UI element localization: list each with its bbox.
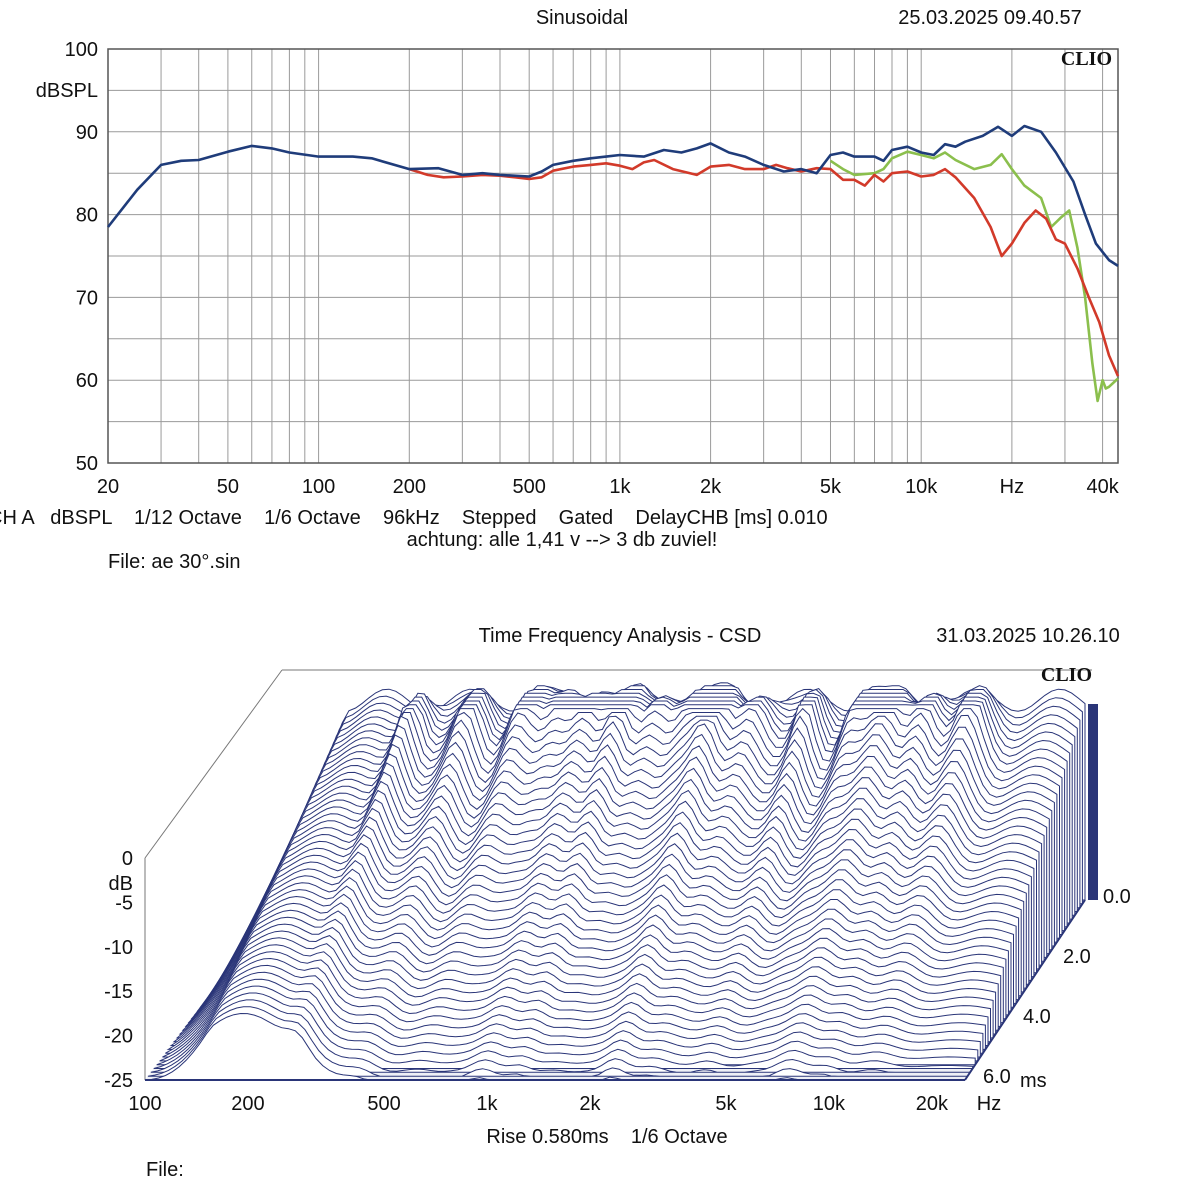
- series-line-green: [829, 150, 1119, 403]
- y-tick-label: 50: [76, 453, 98, 475]
- csd-waterfall-chart: Time Frequency Analysis - CSD 31.03.2025…: [104, 625, 1131, 1181]
- x-tick-label: 2k: [700, 476, 722, 498]
- y-tick-labels: 0 -5 -10 -15 -20 -25: [104, 848, 133, 1092]
- y-tick-label: 100: [65, 39, 98, 61]
- chart-title: Sinusoidal: [536, 7, 628, 29]
- y-tick-label: 80: [76, 205, 98, 227]
- y-tick-label: -20: [104, 1026, 133, 1048]
- x-tick-label: 100: [128, 1093, 161, 1115]
- measurement-note: achtung: alle 1,41 v --> 3 db zuviel!: [407, 529, 718, 551]
- chart-timestamp: 31.03.2025 10.26.10: [936, 625, 1120, 647]
- file-name: File:: [146, 1159, 184, 1181]
- chart-title: Time Frequency Analysis - CSD: [479, 625, 762, 647]
- side-baseline: [964, 899, 1086, 1081]
- file-name: File: ae 30°.sin: [108, 551, 241, 573]
- plot-frame: [107, 48, 1119, 464]
- x-tick-label: 20: [97, 476, 119, 498]
- x-tick-labels: 20 50 100 200 500 1k 2k 5k 10k Hz 40k: [97, 476, 1120, 498]
- clio-logo: CLIO: [1041, 664, 1092, 686]
- y-tick-labels: 50 60 70 80 90 100: [65, 39, 98, 475]
- x-tick-label: 5k: [820, 476, 842, 498]
- x-tick-labels: 100 200 500 1k 2k 5k 10k 20k Hz: [128, 1093, 1001, 1115]
- x-tick-label: 2k: [579, 1093, 601, 1115]
- waterfall-slice: [159, 978, 979, 1062]
- clio-logo: CLIO: [1061, 48, 1112, 70]
- y-unit-label: dB: [109, 873, 133, 895]
- x-tick-label: 10k: [813, 1093, 846, 1115]
- y-tick-label: 0: [122, 848, 133, 870]
- x-tick-label: 200: [231, 1093, 264, 1115]
- x-tick-label: Hz: [977, 1093, 1001, 1115]
- x-tick-label: 100: [302, 476, 335, 498]
- x-tick-label: 1k: [609, 476, 631, 498]
- x-tick-label: 500: [367, 1093, 400, 1115]
- y-tick-label: -15: [104, 981, 133, 1003]
- x-tick-label: 50: [217, 476, 239, 498]
- measurement-settings: CH A dBSPL 1/12 Octave 1/6 Octave 96kHz …: [0, 507, 828, 529]
- y-tick-label: -5: [115, 892, 133, 914]
- frequency-response-chart: Sinusoidal 25.03.2025 09.40.57 dBSPL 50 6…: [0, 7, 1120, 573]
- x-tick-label: 20k: [916, 1093, 949, 1115]
- y-tick-label: 60: [76, 370, 98, 392]
- y-tick-label: -25: [104, 1070, 133, 1092]
- x-tick-label: 40k: [1086, 476, 1119, 498]
- series-line-red: [408, 158, 1120, 377]
- chart-timestamp: 25.03.2025 09.40.57: [898, 7, 1082, 29]
- series-lines: [106, 124, 1120, 403]
- waterfall-slice: [153, 992, 974, 1069]
- x-tick-label: 10k: [905, 476, 938, 498]
- time-tick-label: 2.0: [1063, 946, 1091, 968]
- y-tick-label: 90: [76, 122, 98, 144]
- waterfall-slices: [144, 682, 1086, 1081]
- scale-bar: [1088, 704, 1098, 900]
- time-tick-label: 6.0: [983, 1066, 1011, 1088]
- x-tick-label: 5k: [715, 1093, 737, 1115]
- csd-settings: Rise 0.580ms 1/6 Octave: [486, 1126, 727, 1148]
- time-tick-label: 4.0: [1023, 1006, 1051, 1028]
- waterfall-slice: [156, 985, 976, 1066]
- time-tick-label: 0.0: [1103, 886, 1131, 908]
- time-tick-labels: 0.0 2.0 4.0 6.0 ms: [983, 886, 1131, 1092]
- series-line-blue: [106, 124, 1119, 267]
- time-unit-label: ms: [1020, 1070, 1047, 1092]
- y-tick-label: -10: [104, 937, 133, 959]
- x-tick-label: 200: [393, 476, 426, 498]
- x-tick-label: 1k: [476, 1093, 498, 1115]
- x-tick-label: 500: [513, 476, 546, 498]
- y-unit-label: dBSPL: [36, 80, 98, 102]
- waterfall-frame: [144, 669, 1092, 1080]
- y-tick-label: 70: [76, 287, 98, 309]
- plot-grid: [108, 49, 1118, 463]
- x-tick-label: Hz: [1000, 476, 1024, 498]
